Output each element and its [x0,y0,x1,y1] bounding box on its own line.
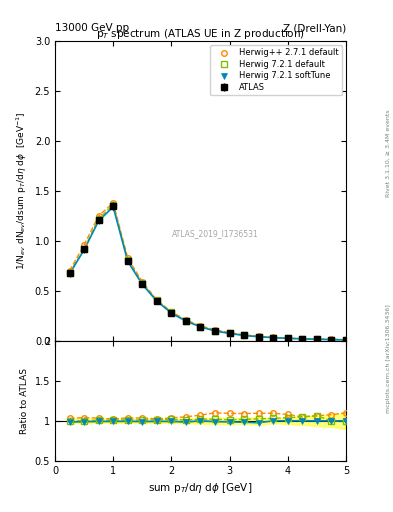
Herwig++ 2.7.1 default [314,336,319,342]
Line: Herwig 7.2.1 softTune: Herwig 7.2.1 softTune [67,204,349,343]
Herwig 7.2.1 softTune [227,330,232,336]
Herwig++ 2.7.1 default [242,332,246,338]
Text: ATLAS_2019_I1736531: ATLAS_2019_I1736531 [172,229,258,238]
Herwig 7.2.1 default [213,328,217,334]
Herwig 7.2.1 softTune [154,298,159,304]
Herwig 7.2.1 default [256,333,261,339]
Herwig++ 2.7.1 default [329,336,334,343]
Herwig 7.2.1 softTune [256,334,261,340]
Herwig 7.2.1 default [198,324,203,330]
Herwig++ 2.7.1 default [96,213,101,219]
Herwig 7.2.1 default [125,257,130,263]
Herwig 7.2.1 softTune [169,310,174,316]
Herwig 7.2.1 default [96,216,101,222]
Herwig 7.2.1 softTune [314,336,319,343]
Line: Herwig++ 2.7.1 default: Herwig++ 2.7.1 default [67,200,349,343]
Herwig 7.2.1 softTune [343,337,348,343]
Text: 13000 GeV pp: 13000 GeV pp [55,23,129,33]
Herwig 7.2.1 softTune [125,258,130,264]
Title: p$_T$ spectrum (ATLAS UE in Z production): p$_T$ spectrum (ATLAS UE in Z production… [96,27,305,41]
Herwig 7.2.1 default [184,317,188,324]
Herwig 7.2.1 softTune [242,332,246,338]
Herwig++ 2.7.1 default [213,327,217,333]
Herwig 7.2.1 softTune [198,324,203,330]
Herwig++ 2.7.1 default [271,334,275,340]
Herwig++ 2.7.1 default [285,335,290,341]
Legend: Herwig++ 2.7.1 default, Herwig 7.2.1 default, Herwig 7.2.1 softTune, ATLAS: Herwig++ 2.7.1 default, Herwig 7.2.1 def… [210,45,342,95]
Herwig++ 2.7.1 default [169,309,174,315]
Herwig++ 2.7.1 default [82,242,86,248]
Herwig 7.2.1 default [242,332,246,338]
Herwig 7.2.1 softTune [140,281,145,287]
Herwig 7.2.1 default [227,330,232,336]
Herwig 7.2.1 default [314,336,319,342]
Herwig 7.2.1 default [82,246,86,252]
Herwig 7.2.1 softTune [329,336,334,343]
Herwig 7.2.1 default [169,309,174,315]
Herwig 7.2.1 default [329,336,334,343]
Herwig 7.2.1 default [271,334,275,340]
Herwig++ 2.7.1 default [67,268,72,274]
Herwig++ 2.7.1 default [140,279,145,285]
Herwig 7.2.1 softTune [285,335,290,342]
Herwig++ 2.7.1 default [227,330,232,336]
Y-axis label: Ratio to ATLAS: Ratio to ATLAS [20,368,29,434]
Herwig 7.2.1 default [300,336,305,342]
Herwig 7.2.1 softTune [271,334,275,340]
Text: Z (Drell-Yan): Z (Drell-Yan) [283,23,346,33]
Herwig++ 2.7.1 default [111,200,116,206]
Herwig++ 2.7.1 default [125,255,130,261]
Herwig++ 2.7.1 default [256,333,261,339]
Herwig 7.2.1 softTune [111,204,116,210]
Herwig++ 2.7.1 default [184,317,188,323]
Herwig 7.2.1 default [67,270,72,276]
Herwig++ 2.7.1 default [154,297,159,303]
Herwig 7.2.1 softTune [96,218,101,224]
Herwig 7.2.1 default [154,297,159,304]
Herwig 7.2.1 default [140,280,145,286]
Herwig++ 2.7.1 default [343,337,348,343]
Herwig 7.2.1 default [343,337,348,343]
X-axis label: sum p$_T$/d$\eta$ d$\phi$ [GeV]: sum p$_T$/d$\eta$ d$\phi$ [GeV] [148,481,253,495]
Herwig 7.2.1 default [285,335,290,342]
Herwig 7.2.1 default [111,202,116,208]
Herwig 7.2.1 softTune [67,271,72,277]
Herwig++ 2.7.1 default [300,336,305,342]
Herwig 7.2.1 softTune [82,247,86,253]
Herwig 7.2.1 softTune [213,328,217,334]
Herwig++ 2.7.1 default [198,323,203,329]
Herwig 7.2.1 softTune [184,318,188,324]
Herwig 7.2.1 softTune [300,336,305,342]
Y-axis label: 1/N$_{ev}$ dN$_{ev}$/dsum p$_T$/d$\eta$ d$\phi$  [GeV$^{-1}$]: 1/N$_{ev}$ dN$_{ev}$/dsum p$_T$/d$\eta$ … [15,112,29,270]
Line: Herwig 7.2.1 default: Herwig 7.2.1 default [67,202,349,343]
Text: mcplots.cern.ch [arXiv:1306.3436]: mcplots.cern.ch [arXiv:1306.3436] [386,304,391,413]
Text: Rivet 3.1.10, ≥ 3.4M events: Rivet 3.1.10, ≥ 3.4M events [386,110,391,198]
